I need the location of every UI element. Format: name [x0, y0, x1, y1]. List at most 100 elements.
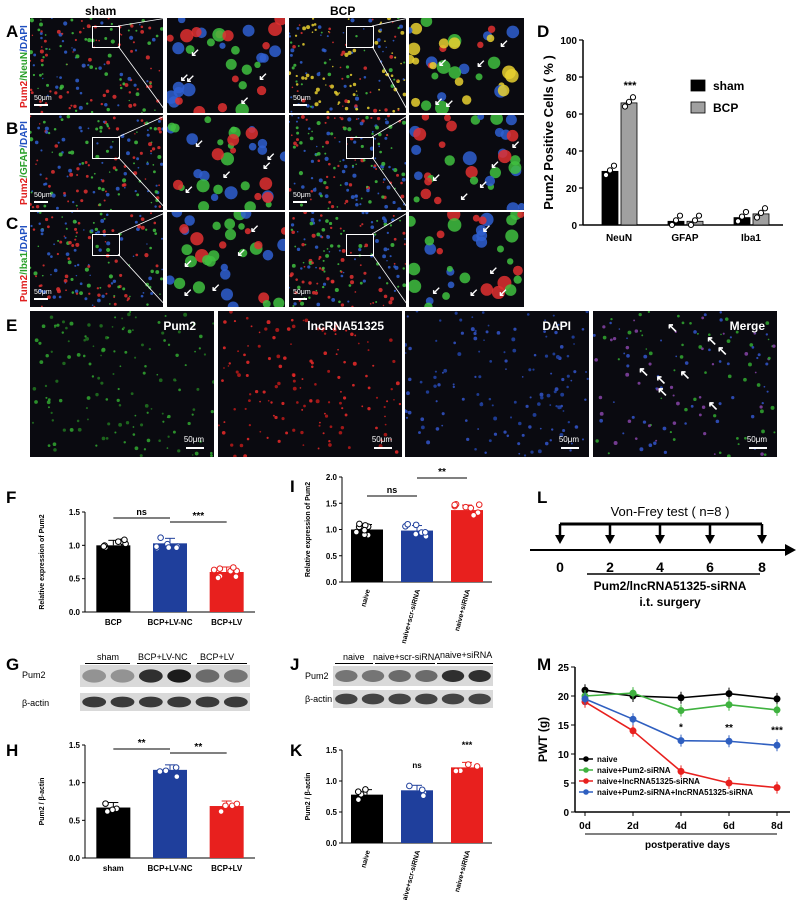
arrow-icon: ↙ — [499, 38, 509, 51]
series-point — [629, 715, 637, 723]
x-tick-label: 2d — [627, 821, 639, 832]
y-tick-label: 0.0 — [326, 839, 338, 848]
series-point — [677, 694, 685, 702]
scale-label: 50μm — [746, 435, 767, 444]
legend-label: naive — [597, 755, 618, 764]
panel-letter-b: B — [6, 119, 19, 138]
legend-label: sham — [713, 79, 744, 93]
arrow-icon: ↙ — [183, 287, 193, 300]
y-tick-label: 60 — [566, 110, 578, 121]
blot-g-group-sham: sham — [97, 652, 120, 662]
y-tick-label: 25 — [558, 663, 570, 674]
y-tick-label: 1.0 — [69, 779, 81, 788]
data-point — [475, 501, 483, 508]
legend-marker — [583, 789, 589, 795]
y-tick-label: 0.5 — [326, 808, 338, 817]
x-tick-label: sham — [103, 864, 124, 873]
arrow-icon: ↙ — [444, 97, 454, 110]
x-tick-label: GFAP — [671, 233, 699, 244]
blot-band — [110, 696, 135, 708]
row-label-iba1: Pum2/Iba1/DAPI — [19, 225, 30, 302]
y-tick-label: 1.5 — [69, 741, 81, 750]
scale-label: 50μm — [34, 192, 52, 199]
data-point — [114, 538, 122, 545]
data-point — [361, 526, 368, 534]
blot-band — [441, 693, 465, 705]
scale-label: 50μm — [34, 289, 52, 296]
scale-label: 50μm — [293, 95, 311, 102]
arrow-icon: ↖ — [706, 332, 718, 348]
series-point — [773, 695, 781, 703]
series-point — [725, 701, 733, 709]
timeline-tick-label: 8 — [758, 559, 766, 575]
arrow-icon: ↖ — [656, 384, 668, 400]
bar-1 — [153, 543, 187, 612]
blot-j-group-scr: naive+scr-siRNA — [373, 652, 441, 662]
data-point — [738, 213, 746, 220]
panel-letter-k: K — [290, 741, 303, 760]
data-point — [102, 800, 109, 807]
blot-j-group-naive: naive — [343, 652, 365, 662]
data-point — [464, 761, 472, 768]
blot-g-pum2-strip — [80, 665, 250, 687]
data-point — [610, 162, 618, 169]
blot-band — [335, 670, 358, 682]
arrow-icon: ↙ — [431, 285, 441, 298]
arrow-icon: ↙ — [249, 223, 260, 236]
data-point — [470, 511, 477, 519]
y-tick-label: 1.5 — [326, 499, 338, 508]
data-point — [421, 529, 429, 536]
panel-letter-a: A — [6, 22, 19, 41]
arrow-icon: ↙ — [194, 138, 204, 151]
micrograph-e-lncrna51325: lncRNA51325 50μm — [218, 311, 402, 457]
blot-g-group-lvnc: BCP+LV-NC — [138, 652, 188, 662]
blot-g-group-lv: BCP+LV — [200, 652, 235, 662]
legend-label: naive+Pum2-siRNA — [597, 766, 671, 775]
series-point — [677, 767, 685, 775]
data-point — [121, 536, 128, 544]
data-point — [232, 573, 240, 580]
y-axis-label: Relative expression of Pum2 — [39, 514, 46, 609]
data-point — [356, 520, 363, 528]
data-point — [156, 768, 164, 775]
x-tick-label: NeuN — [606, 233, 632, 244]
blot-band — [167, 669, 192, 683]
blot-band — [138, 696, 163, 708]
blot-g-row-pum2: Pum2 — [22, 670, 46, 680]
blot-band — [223, 669, 248, 683]
data-point — [104, 808, 111, 815]
timeline-l: Von-Frey test ( n=8 ) 0 2 4 6 8 Pum2/lncRNA5… — [530, 504, 796, 609]
significance-label: ** — [194, 742, 202, 753]
arrow-icon: ↙ — [478, 179, 488, 192]
blot-band — [167, 696, 192, 708]
chart-k: 0.0 0.5 1.0 1.5 Pum2 / β-actin naive naive+scr… — [305, 740, 492, 900]
arrow-icon: ↙ — [438, 57, 448, 70]
blot-band — [415, 693, 438, 705]
bar-sham-NeuN — [601, 170, 619, 226]
y-tick-label: 2.0 — [326, 473, 338, 482]
blot-band — [468, 670, 491, 682]
blot-band — [138, 669, 163, 683]
x-tick-label: BCP — [105, 618, 123, 627]
y-axis-label: Pum2 Positive Cells ( % ) — [541, 55, 556, 210]
blot-g-row-actin: β-actin — [22, 698, 50, 708]
arrow-icon: ↙ — [476, 57, 486, 70]
bar-2 — [209, 806, 244, 858]
micrograph-neun-sham: 50μm — [30, 18, 163, 113]
blot-g-actin-strip — [80, 693, 250, 711]
arrow-down-icon — [605, 535, 615, 544]
arrow-icon: ↙ — [258, 71, 268, 84]
bar-2 — [451, 510, 483, 582]
micrograph-gfap-bcp: 50μm — [289, 115, 406, 210]
micrograph-e-merge: Merge 50μm ↖ ↖ ↖ ↖ ↖ ↖ ↖ ↖ — [593, 311, 777, 457]
arrow-icon: ↙ — [469, 287, 479, 300]
data-point — [691, 217, 699, 224]
timeline-line2: i.t. surgery — [639, 595, 701, 609]
data-point — [162, 767, 170, 775]
data-point — [210, 566, 218, 574]
bar-1 — [401, 790, 433, 843]
timeline-tick-label: 0 — [556, 559, 564, 575]
micrograph-iba1-sham-zoom: ↙ ↙ ↙ ↙ ↙ — [167, 212, 285, 307]
y-tick-label: 1.5 — [326, 746, 338, 755]
significance-label: ns — [412, 761, 422, 770]
